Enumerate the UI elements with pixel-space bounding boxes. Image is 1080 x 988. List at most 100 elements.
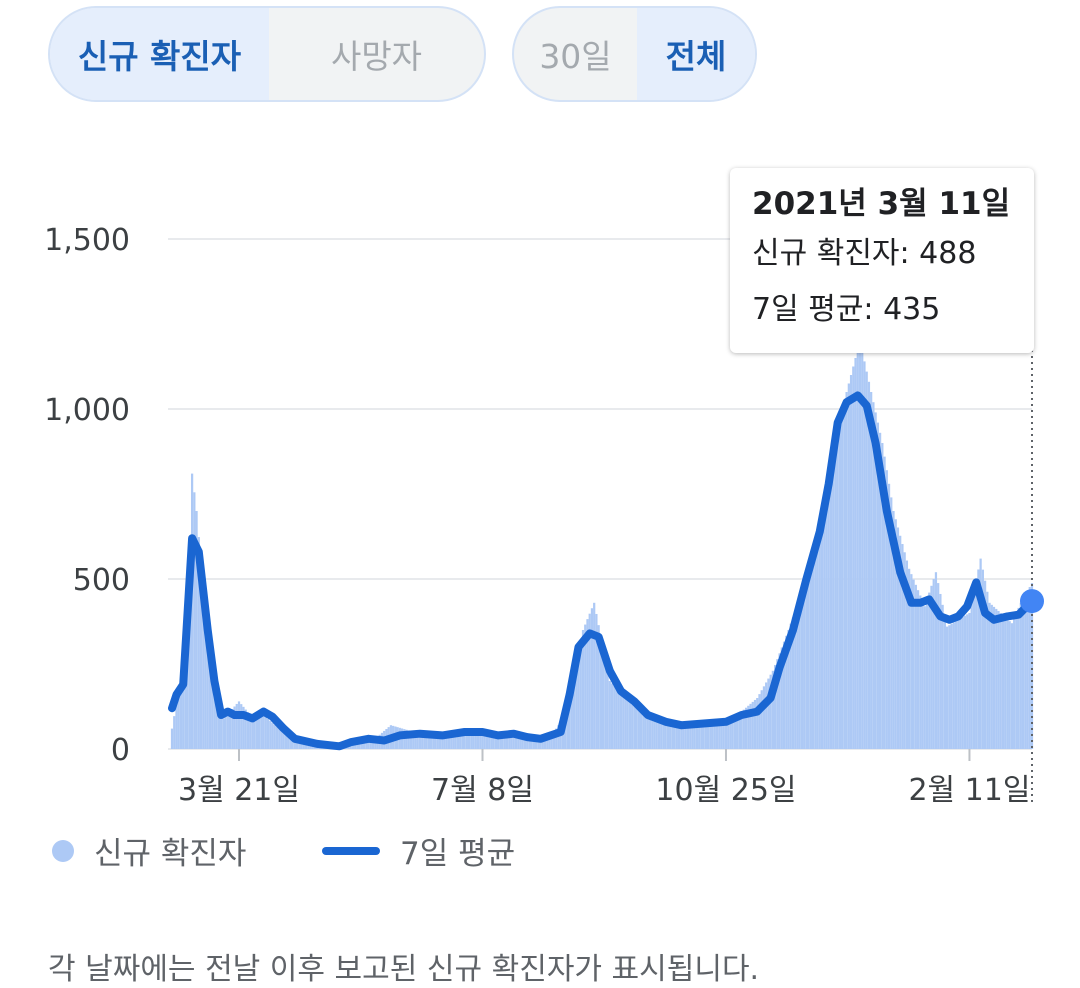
- bar: [950, 623, 953, 749]
- bar: [588, 613, 591, 749]
- bar: [463, 732, 466, 749]
- bar: [483, 730, 486, 749]
- bar: [403, 729, 406, 749]
- bar: [818, 538, 821, 749]
- bar: [881, 443, 884, 749]
- bar: [610, 683, 614, 749]
- legend-cases-label: 신규 확진자: [94, 836, 247, 872]
- bar: [742, 709, 745, 749]
- bar: [619, 693, 623, 749]
- bar: [179, 681, 183, 749]
- bar: [834, 440, 837, 749]
- bar: [1015, 613, 1018, 749]
- bar: [943, 615, 946, 749]
- bar: [876, 422, 879, 749]
- bar: [465, 732, 468, 749]
- legend-dot-icon: [52, 839, 74, 862]
- bar: [733, 714, 737, 749]
- bar: [195, 511, 198, 749]
- bar: [908, 568, 911, 749]
- bar: [666, 724, 670, 749]
- cases-chart[interactable]: 0 500 1,000 1,500 3월 21일 7월 8일 10월 25일 2월 11일: [0, 0, 1080, 820]
- bar: [675, 724, 678, 749]
- bar: [932, 579, 935, 749]
- bar: [791, 617, 795, 749]
- range-30-days-tab[interactable]: 30일: [539, 37, 612, 76]
- bar: [476, 730, 480, 749]
- bar: [780, 647, 783, 749]
- bar: [807, 572, 810, 749]
- bar: [789, 623, 792, 749]
- bar: [273, 724, 276, 749]
- bar: [434, 733, 437, 749]
- bar: [606, 669, 609, 749]
- bar: [760, 690, 763, 749]
- bar: [695, 722, 699, 749]
- bar: [952, 622, 955, 749]
- bar: [499, 733, 502, 749]
- bar: [657, 721, 661, 749]
- bar: [979, 558, 982, 749]
- bar: [923, 606, 926, 749]
- bar: [999, 613, 1002, 749]
- bar: [467, 731, 471, 749]
- bar: [669, 725, 672, 749]
- bar: [409, 731, 413, 749]
- tooltip-average: 7일 평균: 435: [752, 292, 941, 327]
- bar: [593, 602, 596, 749]
- bar: [472, 731, 475, 749]
- bar: [552, 732, 556, 749]
- bar: [293, 738, 296, 749]
- new-cases-tab[interactable]: 신규 확진자: [50, 8, 269, 100]
- bar-series: [170, 341, 1034, 749]
- bar: [1008, 621, 1011, 749]
- bar: [579, 640, 582, 749]
- bar: [360, 739, 363, 749]
- bar: [237, 701, 241, 749]
- bar: [528, 734, 531, 749]
- bar: [704, 721, 707, 749]
- bar: [753, 699, 757, 749]
- bar: [883, 456, 886, 749]
- deaths-tab[interactable]: 사망자: [330, 37, 423, 76]
- bar: [709, 720, 712, 749]
- bar: [421, 733, 424, 749]
- bar: [963, 615, 967, 749]
- bar: [787, 630, 790, 749]
- bar: [756, 698, 759, 749]
- bar: [550, 735, 553, 749]
- bar: [287, 734, 290, 749]
- bar: [447, 733, 451, 749]
- bar: [722, 718, 725, 749]
- bar: [852, 366, 855, 749]
- bar: [832, 449, 835, 749]
- bar: [970, 602, 973, 749]
- bar: [919, 595, 922, 749]
- bar: [282, 731, 285, 749]
- bar: [646, 718, 649, 749]
- bar: [235, 703, 238, 749]
- bar: [762, 686, 766, 749]
- range-all-tab[interactable]: 전체: [637, 8, 755, 100]
- y-tick-label: 1,000: [44, 393, 130, 428]
- legend-line-icon: [322, 846, 380, 855]
- bar: [892, 511, 895, 749]
- bar: [720, 719, 723, 749]
- bar: [680, 724, 683, 749]
- bar: [584, 624, 587, 749]
- bar: [519, 734, 522, 749]
- bar: [566, 703, 569, 749]
- bar: [280, 730, 283, 749]
- bar: [825, 494, 828, 749]
- bar: [608, 681, 611, 749]
- bar: [899, 535, 902, 749]
- bar: [1026, 590, 1029, 749]
- bar: [854, 358, 857, 749]
- bar: [213, 692, 216, 749]
- bar: [501, 734, 504, 749]
- bar: [997, 610, 1000, 749]
- bar: [838, 420, 842, 749]
- bar: [805, 579, 808, 749]
- bar: [856, 349, 859, 749]
- bar: [729, 716, 732, 749]
